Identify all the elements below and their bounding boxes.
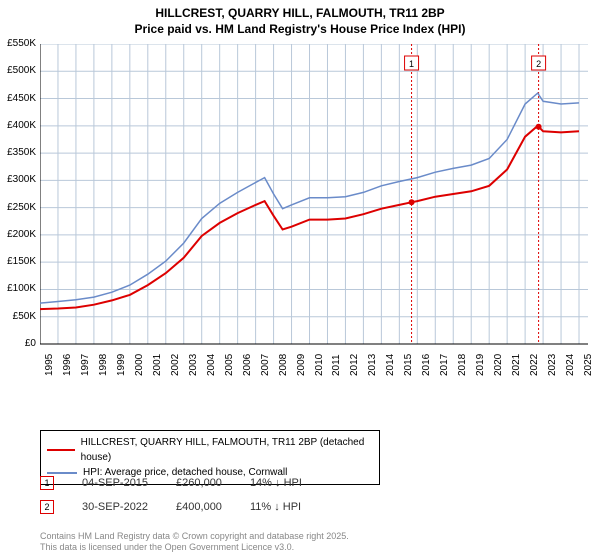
xtick-label: 2012: [349, 354, 360, 376]
svg-text:2: 2: [536, 59, 541, 69]
xtick-label: 2002: [170, 354, 181, 376]
ytick-label: £50K: [0, 311, 36, 322]
xtick-label: 1995: [44, 354, 55, 376]
xtick-label: 2004: [206, 354, 217, 376]
marker-delta-1: 14% ↓ HPI: [250, 477, 302, 489]
legend-label-1: HILLCREST, QUARRY HILL, FALMOUTH, TR11 2…: [81, 435, 373, 465]
xtick-label: 1996: [62, 354, 73, 376]
marker-info-1: 1 04-SEP-2015 £260,000 14% ↓ HPI: [40, 476, 302, 490]
xtick-label: 1997: [80, 354, 91, 376]
xtick-label: 2018: [457, 354, 468, 376]
footer-attribution: Contains HM Land Registry data © Crown c…: [40, 531, 349, 554]
marker-date-2: 30-SEP-2022: [82, 501, 148, 513]
xtick-label: 2014: [385, 354, 396, 376]
chart-container: HILLCREST, QUARRY HILL, FALMOUTH, TR11 2…: [0, 0, 600, 560]
xtick-label: 2001: [152, 354, 163, 376]
xtick-label: 2021: [511, 354, 522, 376]
xtick-label: 2015: [403, 354, 414, 376]
marker-badge-2: 2: [40, 500, 54, 514]
marker-price-2: £400,000: [176, 501, 222, 513]
title-line2: Price paid vs. HM Land Registry's House …: [135, 22, 466, 36]
xtick-label: 2005: [224, 354, 235, 376]
xtick-label: 2017: [439, 354, 450, 376]
xtick-label: 2016: [421, 354, 432, 376]
ytick-label: £300K: [0, 174, 36, 185]
xtick-label: 2006: [242, 354, 253, 376]
ytick-label: £350K: [0, 147, 36, 158]
xtick-label: 2022: [529, 354, 540, 376]
xtick-label: 2009: [296, 354, 307, 376]
xtick-label: 2025: [583, 354, 594, 376]
footer-line1: Contains HM Land Registry data © Crown c…: [40, 531, 349, 541]
footer-line2: This data is licensed under the Open Gov…: [40, 542, 294, 552]
ytick-label: £150K: [0, 256, 36, 267]
chart-area: 12: [40, 44, 588, 376]
xtick-label: 1998: [98, 354, 109, 376]
marker-badge-1: 1: [40, 476, 54, 490]
legend-swatch-1: [47, 449, 75, 451]
marker-info-2: 2 30-SEP-2022 £400,000 11% ↓ HPI: [40, 500, 301, 514]
xtick-label: 2008: [278, 354, 289, 376]
marker-price-1: £260,000: [176, 477, 222, 489]
legend-row-1: HILLCREST, QUARRY HILL, FALMOUTH, TR11 2…: [47, 435, 373, 465]
title-line1: HILLCREST, QUARRY HILL, FALMOUTH, TR11 2…: [155, 6, 444, 20]
xtick-label: 2000: [134, 354, 145, 376]
ytick-label: £400K: [0, 120, 36, 131]
ytick-label: £200K: [0, 229, 36, 240]
xtick-label: 2019: [475, 354, 486, 376]
marker-delta-2: 11% ↓ HPI: [250, 501, 301, 513]
xtick-label: 2023: [547, 354, 558, 376]
xtick-label: 2020: [493, 354, 504, 376]
chart-svg: 12: [40, 44, 588, 376]
svg-text:1: 1: [409, 59, 414, 69]
chart-title: HILLCREST, QUARRY HILL, FALMOUTH, TR11 2…: [0, 0, 600, 37]
xtick-label: 2010: [314, 354, 325, 376]
ytick-label: £450K: [0, 93, 36, 104]
xtick-label: 2003: [188, 354, 199, 376]
xtick-label: 2024: [565, 354, 576, 376]
xtick-label: 1999: [116, 354, 127, 376]
ytick-label: £0: [0, 338, 36, 349]
xtick-label: 2007: [260, 354, 271, 376]
legend-swatch-2: [47, 472, 77, 474]
xtick-label: 2013: [367, 354, 378, 376]
ytick-label: £550K: [0, 38, 36, 49]
ytick-label: £100K: [0, 283, 36, 294]
ytick-label: £250K: [0, 202, 36, 213]
xtick-label: 2011: [331, 354, 342, 376]
marker-date-1: 04-SEP-2015: [82, 477, 148, 489]
ytick-label: £500K: [0, 65, 36, 76]
